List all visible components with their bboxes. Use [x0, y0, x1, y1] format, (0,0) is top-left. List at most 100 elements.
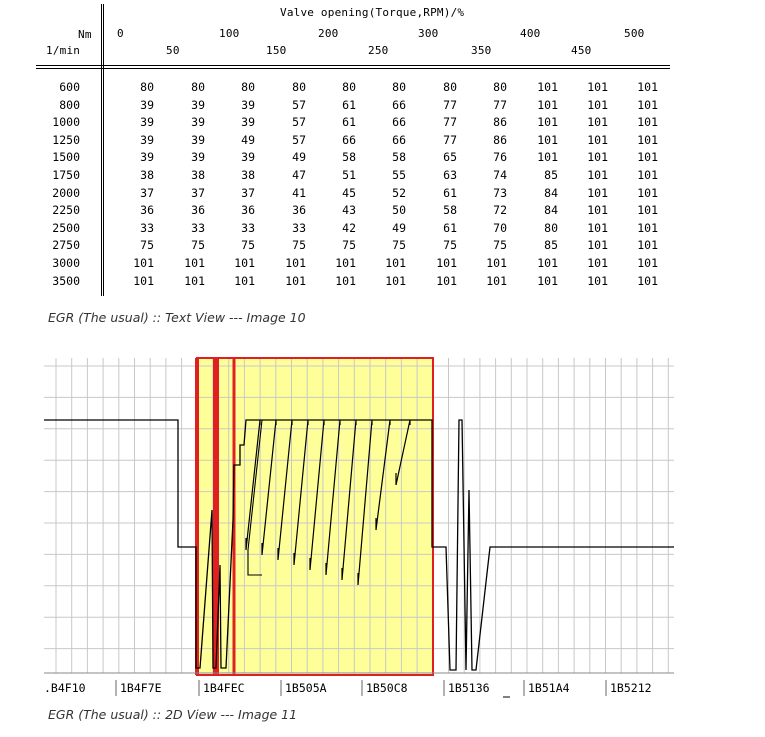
- table-cell: 49: [292, 150, 306, 165]
- table-cell: 101: [587, 256, 608, 270]
- row-label: 600: [59, 80, 80, 94]
- table-cell: 101: [587, 132, 608, 147]
- table-cell: 84: [544, 203, 558, 218]
- table-cell: 38: [241, 168, 255, 182]
- table-cell: 101: [637, 273, 658, 288]
- column-header: 450: [571, 44, 592, 57]
- table-cell: 39: [191, 150, 205, 165]
- table-cell: 39: [191, 97, 205, 112]
- signal-tooth: [357, 419, 373, 586]
- table-cell: 101: [587, 115, 608, 130]
- signal-tooth: [277, 419, 293, 561]
- signal-tooth: [375, 419, 391, 531]
- x-axis-label: 1B50C8: [366, 681, 408, 695]
- table-cell: 101: [537, 132, 558, 147]
- table-cell: 101: [133, 256, 154, 270]
- table-cell: 85: [544, 238, 558, 253]
- x-axis-label: .B4F10: [44, 681, 86, 695]
- table-cell: 101: [133, 273, 154, 288]
- table-cell: 70: [493, 220, 507, 235]
- column-header: 400: [520, 27, 541, 40]
- table-cell: 85: [544, 168, 558, 182]
- table-cell: 57: [292, 97, 306, 112]
- table-title: Valve opening(Torque,RPM)/%: [280, 6, 465, 19]
- row-label: 2000: [52, 185, 80, 200]
- column-header: 250: [368, 44, 389, 57]
- table-cell: 75: [342, 238, 356, 253]
- x-axis-label: 1B5212: [610, 681, 652, 695]
- table-cell: 57: [292, 115, 306, 130]
- table-cell: 77: [443, 97, 457, 112]
- signal-tooth: [325, 419, 341, 576]
- row-label: 1000: [52, 115, 80, 130]
- table-cell: 101: [385, 256, 406, 270]
- table-cell: 77: [443, 132, 457, 147]
- table-cell: 37: [140, 185, 154, 200]
- table-cell: 101: [537, 273, 558, 288]
- column-header: 0: [117, 27, 124, 40]
- table-cell: 101: [486, 256, 507, 270]
- column-header: 150: [266, 44, 287, 57]
- column-header: 350: [471, 44, 492, 57]
- table-cell: 101: [184, 256, 205, 270]
- table-cell: 101: [587, 238, 608, 253]
- table-cell: 45: [342, 185, 356, 200]
- table-cell: 101: [385, 273, 406, 288]
- x-axis-label: 1B5136: [448, 681, 490, 695]
- table-cell: 36: [241, 203, 255, 218]
- table-cell: 80: [544, 220, 558, 235]
- x-axis-label: 1B505A: [285, 681, 327, 695]
- table-cell: 86: [493, 132, 507, 147]
- table-cell: 39: [191, 132, 205, 147]
- table-cell: 43: [342, 203, 356, 218]
- graph-canvas: .B4F10 1B4F7E 1B4FEC 1B505A 1B50C8 1B5136 1B51…: [44, 357, 674, 698]
- table-cell: 101: [637, 256, 658, 270]
- table-cell: 101: [637, 80, 658, 94]
- graph-view-caption: EGR (The usual) :: 2D View --- Image 11: [48, 707, 298, 722]
- table-cell: 101: [285, 273, 306, 288]
- table-cell: 101: [637, 168, 658, 182]
- table-cell: 101: [637, 97, 658, 112]
- table-cell: 57: [292, 132, 306, 147]
- table-cell: 101: [587, 185, 608, 200]
- table-cell: 39: [140, 115, 154, 130]
- table-cell: 39: [140, 97, 154, 112]
- signal-tooth: [245, 419, 261, 551]
- table-cell: 50: [392, 203, 406, 218]
- signal-trace: [444, 419, 674, 671]
- x-axis-label: 1B4FEC: [203, 681, 245, 695]
- signal-tooth: [341, 419, 357, 581]
- graph-view-panel: .B4F10 1B4F7E 1B4FEC 1B505A 1B50C8 1B5136 1B51…: [0, 350, 765, 722]
- table-cell: 63: [443, 168, 457, 182]
- column-header: 50: [166, 44, 180, 57]
- table-cell: 77: [443, 115, 457, 130]
- row-label: 800: [59, 97, 80, 112]
- table-cell: 75: [392, 238, 406, 253]
- table-cell: 101: [184, 273, 205, 288]
- table-cell: 101: [285, 256, 306, 270]
- signal-tooth: [395, 419, 411, 486]
- table-cell: 73: [493, 185, 507, 200]
- table-cell: 58: [342, 150, 356, 165]
- table-cell: 75: [292, 238, 306, 253]
- table-cell: 101: [637, 150, 658, 165]
- x-axis-label: 1B51A4: [528, 681, 570, 695]
- table-cell: 101: [486, 273, 507, 288]
- table-cell: 76: [493, 150, 507, 165]
- table-cell: 52: [392, 185, 406, 200]
- table-cell: 75: [493, 238, 507, 253]
- table-cell: 101: [537, 150, 558, 165]
- column-header: 100: [219, 27, 240, 40]
- table-cell: 75: [191, 238, 205, 253]
- table-cell: 39: [241, 97, 255, 112]
- table-cell: 101: [335, 256, 356, 270]
- table-cell: 61: [342, 97, 356, 112]
- table-cell: 66: [392, 97, 406, 112]
- table-cell: 77: [493, 97, 507, 112]
- row-label: 2250: [52, 203, 80, 218]
- table-cell: 84: [544, 185, 558, 200]
- row-label: 1750: [52, 168, 80, 182]
- table-cell: 38: [140, 168, 154, 182]
- table-cell: 101: [637, 220, 658, 235]
- table-cell: 101: [587, 150, 608, 165]
